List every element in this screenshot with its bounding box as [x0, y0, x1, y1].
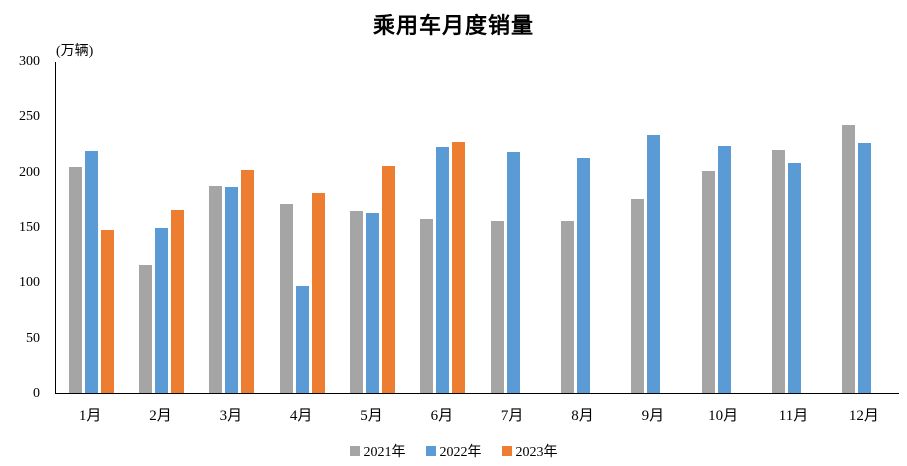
y-tick-label: 150 — [19, 220, 40, 235]
y-tick-label: 200 — [19, 164, 40, 180]
x-tick-label: 8月 — [571, 408, 594, 424]
bar-2023年-1月 — [100, 230, 114, 393]
bar-2022年-6月 — [436, 147, 450, 393]
legend: 2021年 2022年 2023年 — [0, 441, 907, 461]
bar-2022年-7月 — [506, 152, 520, 393]
y-axis-unit-label: (万辆) — [56, 44, 94, 59]
bar-2021年-9月 — [631, 199, 645, 393]
bar-2023年-4月 — [311, 192, 325, 393]
x-tick-label: 9月 — [641, 408, 665, 424]
x-tick-label: 6月 — [430, 408, 454, 424]
bar-2021年-4月 — [279, 204, 293, 393]
bar-2021年-11月 — [772, 150, 785, 393]
bar-2022年-2月 — [155, 228, 168, 393]
legend-label-2021: 2021年 — [363, 445, 406, 460]
x-tick-label: 4月 — [289, 408, 313, 424]
y-tick-label: 250 — [19, 109, 40, 125]
x-tick-label: 3月 — [219, 408, 243, 424]
legend-item-2023: 2023年 — [501, 441, 558, 461]
legend-item-2022: 2022年 — [425, 441, 482, 461]
chart-title: 乘用车月度销量 — [372, 13, 534, 38]
bar-2021年-5月 — [350, 210, 363, 393]
legend-swatch-2021 — [349, 446, 360, 456]
legend-swatch-2022 — [425, 446, 436, 456]
y-tick-label: 0 — [33, 386, 40, 401]
bar-2023年-3月 — [241, 169, 255, 393]
bar-2022年-3月 — [225, 186, 239, 393]
bar-2022年-11月 — [788, 163, 801, 393]
bar-2021年-7月 — [490, 221, 504, 393]
x-tick-label: 12月 — [848, 408, 879, 424]
bar-2021年-3月 — [209, 185, 223, 393]
bar-2021年-12月 — [842, 124, 856, 393]
bar-2022年-1月 — [84, 151, 98, 393]
bar-2022年-5月 — [366, 213, 379, 393]
bar-2022年-9月 — [647, 134, 661, 393]
plot-area — [55, 62, 899, 394]
x-tick-label: 5月 — [360, 408, 383, 424]
bar-2021年-1月 — [68, 166, 82, 393]
bar-2023年-6月 — [452, 142, 466, 393]
bar-2021年-8月 — [561, 221, 574, 393]
bar-2023年-2月 — [171, 210, 184, 393]
y-tick-label: 50 — [26, 330, 40, 346]
bar-2022年-4月 — [295, 286, 309, 393]
legend-label-2023: 2023年 — [515, 445, 558, 460]
x-tick-label: 7月 — [500, 408, 524, 424]
bar-2022年-8月 — [577, 157, 590, 393]
bar-2022年-10月 — [717, 146, 731, 393]
bar-2021年-2月 — [139, 265, 152, 393]
bar-2023年-5月 — [382, 166, 395, 393]
legend-item-2021: 2021年 — [349, 441, 406, 461]
x-tick-label: 2月 — [149, 408, 172, 424]
y-tick-label: 100 — [19, 275, 40, 291]
legend-swatch-2023 — [501, 446, 512, 456]
x-tick-label: 1月 — [78, 408, 102, 424]
legend-label-2022: 2022年 — [439, 445, 482, 460]
x-tick-label: 10月 — [708, 408, 739, 424]
x-tick-label: 11月 — [778, 408, 809, 424]
y-tick-label: 300 — [19, 54, 40, 69]
bar-2021年-10月 — [701, 170, 715, 393]
bar-2021年-6月 — [420, 219, 434, 393]
bar-2022年-12月 — [858, 142, 872, 393]
